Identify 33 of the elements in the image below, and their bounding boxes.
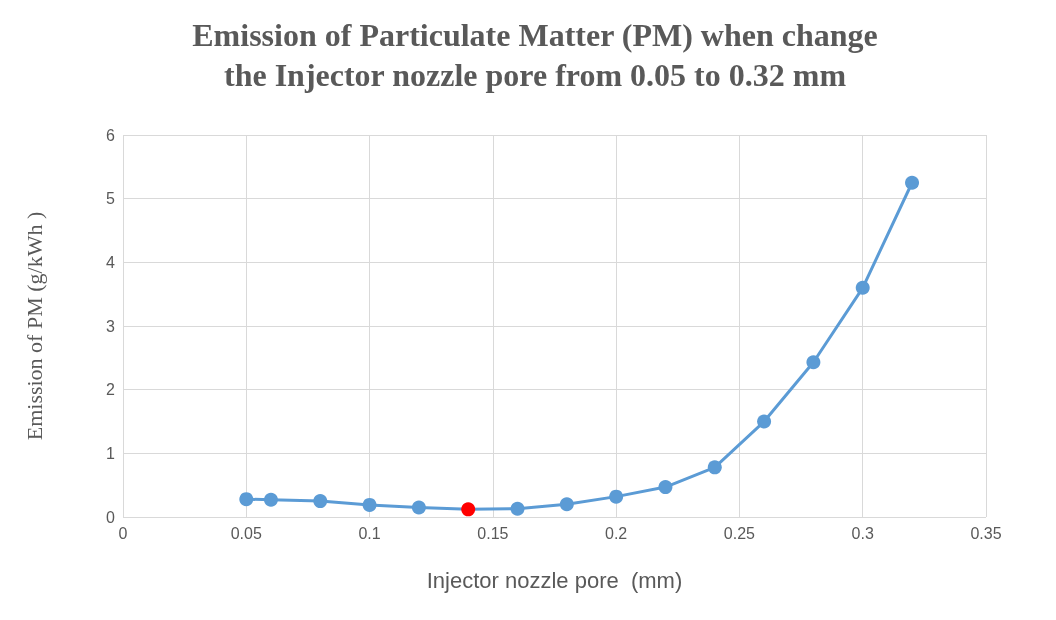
point (806, 355, 821, 370)
x-axis-title: Injector nozzle pore (mm) (426, 567, 683, 593)
y-tick-label: 2 (106, 381, 116, 399)
point (707, 460, 722, 475)
x-tick-label: 0.1 (358, 524, 381, 542)
point (362, 497, 377, 512)
y-tick-label: 3 (106, 317, 116, 335)
point (263, 492, 278, 507)
point (510, 501, 525, 516)
x-tick-label: 0.05 (230, 524, 262, 542)
point (855, 280, 870, 295)
point (658, 480, 673, 495)
x-tick-label: 0.15 (477, 524, 509, 542)
point (905, 175, 920, 190)
y-tick-label: 6 (106, 126, 116, 144)
point (239, 492, 254, 507)
point (559, 497, 574, 512)
chart-title: Emission of Particulate Matter (PM) when change the Injector nozzle pore from 0.05 to 0.32 mm (192, 17, 878, 93)
x-tick-label: 0.2 (605, 524, 628, 542)
x-tick-label: 0.3 (851, 524, 874, 542)
point (313, 494, 328, 509)
y-axis-title: Emission of PM (g/kWh ) (21, 211, 47, 441)
y-tick-label: 5 (106, 190, 116, 208)
x-tick-label: 0.35 (970, 524, 1002, 542)
y-tick-label: 4 (106, 253, 116, 271)
point (757, 414, 772, 429)
y-tick-label: 1 (106, 444, 116, 462)
x-tick-label: 0.25 (723, 524, 756, 542)
point (609, 489, 624, 504)
point (461, 502, 476, 517)
point (411, 500, 426, 515)
y-tick-label: 0 (106, 508, 116, 526)
x-tick-label: 0 (118, 524, 128, 542)
